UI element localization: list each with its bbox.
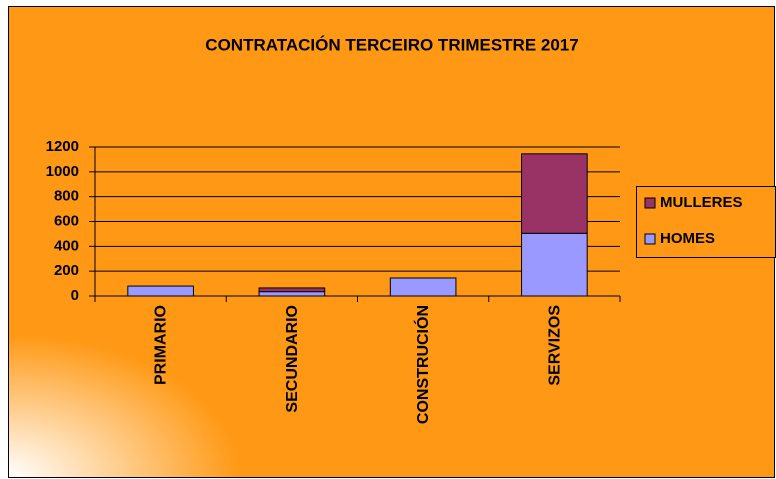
bar-segment bbox=[389, 277, 457, 297]
x-tick-label: SECUNDARIO bbox=[284, 305, 301, 413]
chart-title: CONTRATACIÓN TERCEIRO TRIMESTRE 2017 bbox=[205, 35, 578, 54]
y-tick-label: 800 bbox=[54, 188, 79, 205]
x-tick-label: PRIMARIO bbox=[153, 305, 170, 385]
legend-label: MULLERES bbox=[660, 194, 743, 211]
y-tick-label: 1000 bbox=[46, 163, 79, 180]
x-tick-label: SERVIZOS bbox=[546, 305, 563, 386]
bar-segment bbox=[258, 291, 326, 297]
legend-label: HOMES bbox=[660, 230, 715, 247]
x-tick-label: CONSTRUCIÓN bbox=[413, 305, 432, 424]
bar-segment bbox=[521, 153, 588, 234]
bar-segment bbox=[258, 287, 326, 293]
y-tick-label: 200 bbox=[54, 262, 79, 279]
y-tick-label: 1200 bbox=[46, 138, 79, 155]
y-tick-label: 0 bbox=[71, 287, 79, 304]
legend-box bbox=[636, 186, 776, 258]
legend-swatch bbox=[644, 233, 656, 245]
bar-segment bbox=[127, 285, 194, 297]
y-tick-label: 400 bbox=[54, 237, 79, 254]
legend-swatch bbox=[644, 197, 656, 209]
y-tick-label: 600 bbox=[54, 212, 79, 229]
bar-segment bbox=[521, 232, 588, 297]
